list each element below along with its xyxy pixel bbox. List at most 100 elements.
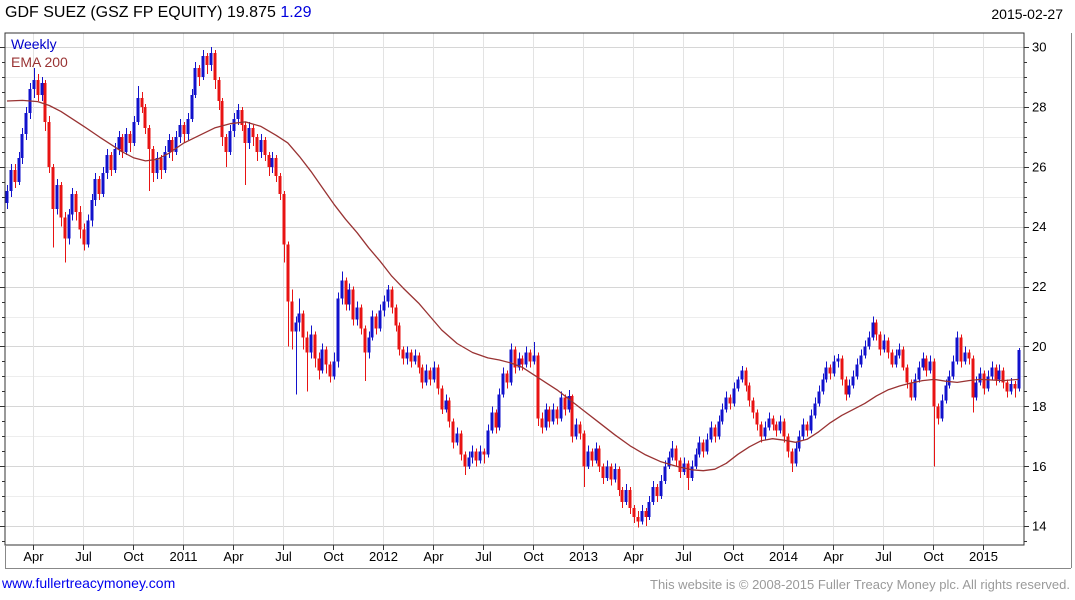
candle-body xyxy=(655,487,659,497)
candle-body xyxy=(844,379,848,395)
candle-body xyxy=(555,409,559,419)
candle-body xyxy=(482,451,486,455)
candle-body xyxy=(9,169,13,191)
candle-body xyxy=(70,193,74,215)
candle-body xyxy=(921,358,925,368)
candle-body xyxy=(228,130,232,152)
x-axis-label: 2011 xyxy=(170,549,198,564)
candle-body xyxy=(167,139,171,152)
candle-body xyxy=(267,154,271,167)
candle-body xyxy=(851,376,855,386)
candle-body xyxy=(236,109,240,119)
candle-body xyxy=(540,418,544,428)
x-axis-label: Apr xyxy=(23,549,44,564)
candle-body xyxy=(890,352,894,365)
candle-body xyxy=(294,322,298,332)
candle-body xyxy=(971,358,975,398)
candle-body xyxy=(290,301,294,332)
candle-body xyxy=(732,388,736,404)
candle-body xyxy=(259,139,263,152)
candle-body xyxy=(5,190,9,203)
candle-body xyxy=(913,379,917,398)
candle-body xyxy=(694,454,698,467)
candle-body xyxy=(274,157,278,176)
candle-body xyxy=(278,175,282,194)
x-axis-label: Jul xyxy=(875,549,892,564)
candle-body xyxy=(578,424,582,434)
candle-body xyxy=(605,466,609,479)
candle-body xyxy=(359,307,363,329)
candle-body xyxy=(282,193,286,245)
candle-body xyxy=(809,415,813,431)
candle-body xyxy=(817,391,821,404)
candle-body xyxy=(455,433,459,443)
candle-body xyxy=(447,400,451,422)
candle-body xyxy=(336,298,340,362)
candle-body xyxy=(328,364,332,377)
candle-body xyxy=(636,517,640,522)
candle-body xyxy=(63,217,67,239)
candle-body xyxy=(101,172,105,194)
x-axis-label: Jul xyxy=(75,549,92,564)
candle-body xyxy=(347,289,351,305)
candle-body xyxy=(305,337,309,353)
candle-body xyxy=(405,352,409,359)
candle-body xyxy=(678,460,682,473)
candle-body xyxy=(828,367,832,374)
candle-body xyxy=(478,451,482,461)
candle-body xyxy=(297,313,301,323)
candle-body xyxy=(32,80,36,89)
candle-body xyxy=(882,340,886,350)
candle-body xyxy=(821,379,825,392)
candle-body xyxy=(36,80,40,95)
candle-body xyxy=(20,133,24,158)
candle-body xyxy=(763,427,767,437)
candle-body xyxy=(470,451,474,458)
candle-body xyxy=(990,367,994,377)
instrument-price-label: GDF SUEZ (GSZ FP EQUITY) 19.875 xyxy=(5,4,276,21)
candle-body xyxy=(755,412,759,425)
candle-body xyxy=(355,307,359,320)
candle-body xyxy=(263,139,267,155)
candle-body xyxy=(486,430,490,455)
footer-link[interactable]: www.fullertreacymoney.com xyxy=(2,575,176,591)
x-axis-label: Oct xyxy=(323,549,344,564)
candle-body xyxy=(186,118,190,134)
candle-body xyxy=(667,457,671,467)
candle-body xyxy=(928,361,932,371)
candle-body xyxy=(140,97,144,107)
x-axis-label: Jul xyxy=(475,549,492,564)
candle-body xyxy=(609,466,613,480)
candle-body xyxy=(1009,383,1013,392)
candle-body xyxy=(324,349,328,365)
y-axis-label: 30 xyxy=(1032,40,1046,55)
candle-body xyxy=(909,382,913,398)
candle-body xyxy=(370,316,374,338)
candle-body xyxy=(528,352,532,362)
candle-body xyxy=(713,427,717,437)
candle-body xyxy=(963,352,967,362)
candle-body xyxy=(744,370,748,386)
candle-body xyxy=(778,421,782,431)
candle-body xyxy=(155,157,159,173)
candle-body xyxy=(1001,370,1005,383)
y-axis-label: 22 xyxy=(1032,279,1046,294)
y-axis-label: 18 xyxy=(1032,399,1046,414)
candle-body xyxy=(13,169,17,182)
candle-body xyxy=(617,469,621,491)
y-axis-label: 16 xyxy=(1032,459,1046,474)
candle-body xyxy=(1017,350,1021,389)
candle-body xyxy=(432,367,436,380)
candle-body xyxy=(40,83,44,95)
candle-body xyxy=(594,448,598,461)
candle-body xyxy=(794,448,798,464)
candle-body xyxy=(417,355,421,368)
candle-body xyxy=(136,97,140,122)
candle-body xyxy=(490,412,494,431)
candle-body xyxy=(178,124,182,137)
candle-body xyxy=(955,337,959,362)
candle-body xyxy=(344,280,348,305)
x-axis-label: Oct xyxy=(523,549,544,564)
